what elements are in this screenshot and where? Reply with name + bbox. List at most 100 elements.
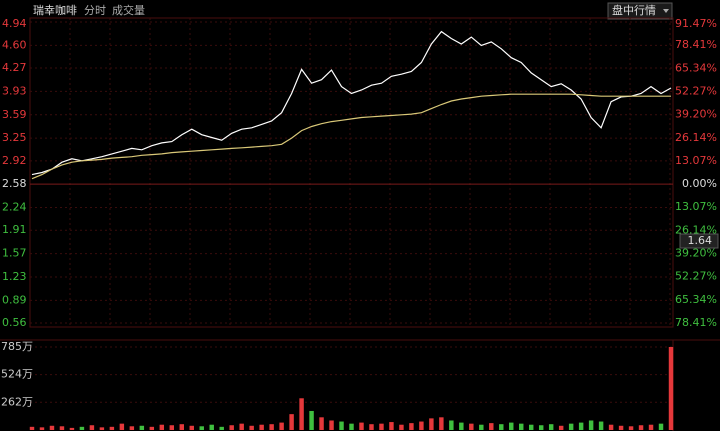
volume-bar <box>469 423 474 430</box>
y-tick-label: 2.58 <box>2 177 27 190</box>
volume-bar <box>359 422 364 430</box>
y-tick-label: 4.60 <box>2 38 27 51</box>
y-tick-label: 3.93 <box>2 84 27 97</box>
volume-bar <box>509 422 514 430</box>
volume-bar <box>499 424 504 430</box>
plot-frame <box>29 17 674 328</box>
y2-tick-label: 26.14% <box>675 131 717 144</box>
volume-bar <box>528 424 534 430</box>
price-line <box>31 93 671 180</box>
volume-bar <box>139 425 145 430</box>
volume-bar <box>289 414 294 430</box>
volume-bar <box>598 421 604 430</box>
y2-tick-label: 26.14% <box>675 223 717 236</box>
y-tick-label: 4.94 <box>2 17 27 30</box>
y2-tick-label: 65.34% <box>675 293 717 306</box>
volume-bar <box>299 398 304 430</box>
volume-bar <box>389 422 394 430</box>
y2-tick-label: 65.34% <box>675 61 717 74</box>
volume-bar <box>169 425 175 430</box>
y2-tick-label: 52.27% <box>675 270 717 283</box>
volume-bar <box>189 425 194 430</box>
volume-bar <box>249 425 254 430</box>
volume-bar <box>279 422 284 430</box>
volume-bar <box>119 423 125 430</box>
volume-bar <box>568 423 574 430</box>
volume-bar <box>399 424 404 430</box>
y-tick-label: 4.27 <box>2 61 27 74</box>
marker-label: 1.64 <box>688 234 713 247</box>
volume-bar <box>89 425 95 430</box>
y2-tick-label: 78.41% <box>675 316 717 329</box>
price-line <box>31 30 672 176</box>
volume-bar <box>109 426 115 430</box>
volume-bar <box>668 347 674 430</box>
volume-bar <box>648 424 654 430</box>
volume-bar <box>99 427 105 430</box>
volume-bar <box>209 424 214 430</box>
volume-bar <box>129 426 135 430</box>
volume-bar <box>459 422 464 430</box>
y-tick-label: 3.59 <box>2 108 27 121</box>
y-tick-label: 524万 <box>1 368 33 381</box>
volume-bar <box>608 424 614 430</box>
y2-tick-label: 13.07% <box>675 200 717 213</box>
tab[interactable]: 分时 <box>84 4 106 17</box>
y-tick-label: 785万 <box>1 340 33 353</box>
dropdown[interactable]: 盘中行情 <box>612 3 656 17</box>
volume-bar <box>239 423 244 430</box>
volume-bar <box>618 425 624 430</box>
volume-bar <box>369 424 374 430</box>
volume-bar <box>229 425 234 430</box>
y-tick-label: 1.57 <box>2 247 27 260</box>
y2-tick-label: 13.07% <box>675 154 717 167</box>
volume-bar <box>519 423 524 430</box>
y-tick-label: 2.92 <box>2 154 27 167</box>
volume-bar <box>339 421 344 430</box>
marker-box <box>679 233 719 249</box>
volume-bar <box>79 426 85 430</box>
volume-bar <box>628 426 634 430</box>
volume-bar <box>638 425 644 430</box>
volume-bar <box>588 420 594 430</box>
tab[interactable]: 成交量 <box>112 3 145 17</box>
volume-bar <box>439 417 444 430</box>
volume-bar <box>658 423 664 430</box>
volume-bar <box>409 423 414 430</box>
volume-bar <box>179 424 184 430</box>
volume-bar <box>59 426 65 430</box>
y-tick-label: 3.25 <box>2 131 27 144</box>
volume-bar <box>538 425 544 430</box>
y2-tick-label: 0.00% <box>682 177 717 190</box>
y-tick-label: 0.56 <box>2 316 27 329</box>
stock-name: 瑞幸咖啡 <box>33 3 77 17</box>
y-tick-label: 1.23 <box>2 270 27 283</box>
y-tick-label: 0.89 <box>2 293 27 306</box>
y2-tick-label: 52.27% <box>675 84 717 97</box>
volume-bar <box>329 420 334 430</box>
dropdown-box[interactable] <box>607 2 673 20</box>
volume-bar <box>49 425 55 430</box>
y2-tick-label: 39.20% <box>675 247 717 260</box>
y-tick-label: 2.24 <box>2 201 27 214</box>
volume-bar <box>69 427 75 430</box>
volume-bar <box>419 421 424 430</box>
y-tick-label: 262万 <box>1 395 33 408</box>
volume-bar <box>159 424 165 430</box>
volume-bar <box>199 426 204 430</box>
volume-bar <box>558 425 564 430</box>
volume-bar <box>149 426 155 430</box>
volume-bar <box>269 424 274 430</box>
y-tick-label: 1.91 <box>2 223 27 236</box>
volume-bar <box>349 423 354 430</box>
y2-tick-label: 39.20% <box>675 108 717 121</box>
volume-bar <box>319 417 324 430</box>
volume-bar <box>449 420 454 430</box>
volume-bar <box>578 422 584 430</box>
volume-bar <box>479 424 484 430</box>
volume-bar <box>379 423 384 430</box>
volume-bar <box>39 427 45 430</box>
y2-tick-label: 91.47% <box>675 17 717 30</box>
